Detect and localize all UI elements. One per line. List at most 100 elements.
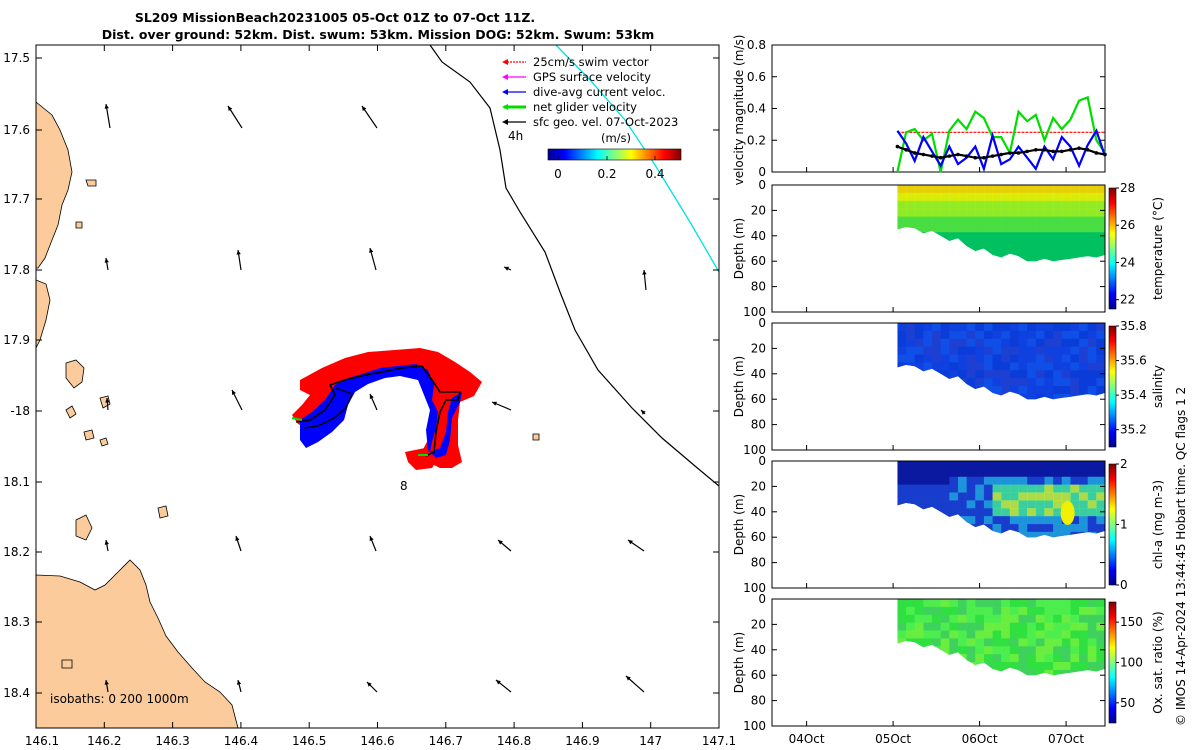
salinity-cell: [992, 385, 1002, 395]
depth-tick-label: 80: [751, 694, 766, 708]
salinity-cell: [966, 354, 976, 363]
salinity-cell: [957, 346, 968, 355]
salinity-cell: [1053, 330, 1063, 340]
salinity-cell: [932, 323, 942, 332]
lon-tick-label: 146.3: [155, 734, 189, 748]
geo-arrow-head: [628, 540, 633, 545]
chla-cell: [975, 468, 985, 478]
oxygen-cell: [1053, 614, 1063, 624]
temperature-cb-tick-label: 22: [1120, 293, 1135, 307]
salinity-cell: [1001, 338, 1011, 348]
lon-tick-label: 146.4: [224, 734, 258, 748]
chla-cell: [932, 468, 942, 478]
oxygen-cell: [1079, 622, 1089, 631]
oxygen-cell: [1044, 622, 1054, 631]
salinity-cell: [1009, 362, 1020, 371]
salinity-cell: [906, 323, 916, 332]
temperature-cell: [1035, 255, 1045, 262]
salinity-cell: [1009, 378, 1020, 387]
oxygen-cell: [1018, 638, 1028, 647]
salinity-cell: [897, 330, 907, 340]
chla-cell: [923, 461, 933, 470]
temperature-cell: [1009, 247, 1020, 257]
salinity-cell: [1087, 378, 1097, 387]
temperature-cell: [1027, 216, 1037, 225]
temperature-cell: [966, 208, 976, 217]
chla-cell: [1096, 492, 1105, 501]
chla-cell: [1018, 468, 1028, 478]
temperature-cell: [957, 208, 968, 217]
salinity-cell: [1079, 338, 1089, 348]
chla-cell: [1035, 508, 1045, 517]
chla-cell: [940, 476, 950, 486]
oxygen-cell: [932, 622, 942, 631]
salinity-cell: [1035, 378, 1045, 387]
oxygen-cell: [975, 606, 985, 616]
oxygen-cell: [1044, 606, 1054, 616]
chla-cb-tick-label: 1: [1120, 518, 1128, 532]
depth-tick-label: 100: [743, 443, 766, 457]
salinity-cell: [1044, 362, 1054, 371]
chla-cell: [949, 500, 959, 509]
salinity-cell: [1035, 323, 1045, 332]
temperature-cell: [983, 208, 994, 217]
oxygen-cell: [906, 614, 916, 624]
salinity-panel-frame: [771, 322, 1106, 451]
velocity-tick-label: 0.8: [747, 38, 766, 52]
salinity-cell: [1079, 346, 1089, 355]
oxygen-cell: [1096, 661, 1105, 671]
geo-arrow-head: [504, 266, 509, 271]
depth-tick-label: 40: [751, 367, 766, 381]
chla-cell: [1079, 484, 1089, 493]
chla-cell: [1053, 461, 1063, 470]
geo-arrow-head: [228, 106, 233, 111]
salinity-cell: [940, 354, 950, 363]
oxygen-cell: [966, 622, 976, 631]
temperature-cell: [1001, 232, 1011, 241]
geo-arrow-head: [236, 680, 242, 685]
oxygen-cell: [1070, 630, 1080, 639]
salinity-cell: [1053, 338, 1063, 348]
salinity-cell: [1018, 370, 1028, 379]
oxygen-cell: [966, 654, 976, 663]
salinity-cell: [1096, 354, 1105, 363]
salinity-cell: [1009, 385, 1020, 395]
oxygen-cell: [1070, 661, 1080, 671]
oxygen-cell: [1087, 646, 1097, 655]
oxygen-cell: [992, 638, 1002, 647]
temperature-cell: [1079, 232, 1089, 241]
salinity-cell: [1009, 338, 1020, 348]
geo-arrow-head: [104, 680, 109, 685]
mainland-land: [36, 101, 73, 269]
oxygen-cell: [923, 638, 933, 647]
salinity-cell: [940, 362, 950, 371]
geo-arrow-head: [362, 106, 367, 111]
chla-cell: [957, 492, 968, 501]
lon-tick-label: 146.7: [429, 734, 463, 748]
temperature-cell: [1061, 208, 1071, 217]
salinity-cell: [1061, 362, 1071, 371]
oxygen-cell: [1070, 646, 1080, 655]
temperature-cell: [1018, 200, 1028, 210]
legend-swatch-head: [502, 74, 508, 80]
chla-cell: [1070, 523, 1080, 533]
depth-tick-label: 0: [758, 316, 766, 330]
temperature-cell: [949, 192, 959, 202]
salinity-cell: [983, 323, 994, 332]
temperature-cell: [1044, 192, 1054, 202]
chla-cell: [966, 461, 976, 470]
chla-cell: [940, 484, 950, 493]
chla-cell: [1087, 516, 1097, 525]
temperature-cell: [975, 232, 985, 241]
chla-cell: [1096, 476, 1105, 486]
chla-cell: [983, 516, 994, 525]
temperature-cell: [906, 208, 916, 217]
oxygen-cell: [1018, 606, 1028, 616]
chla-panel: Depth (m) 0 20 40 60 80 100 0 1 2 chl-a (mg m-3): [732, 454, 1165, 595]
island: [75, 514, 93, 541]
chla-cell: [1096, 508, 1105, 517]
temperature-cell: [992, 224, 1002, 233]
salinity-cell: [1096, 362, 1105, 371]
copyright-footer: © IMOS 14-Apr-2024 13:44:45 Hobart time.…: [1174, 387, 1188, 726]
salinity-cell: [966, 370, 976, 379]
